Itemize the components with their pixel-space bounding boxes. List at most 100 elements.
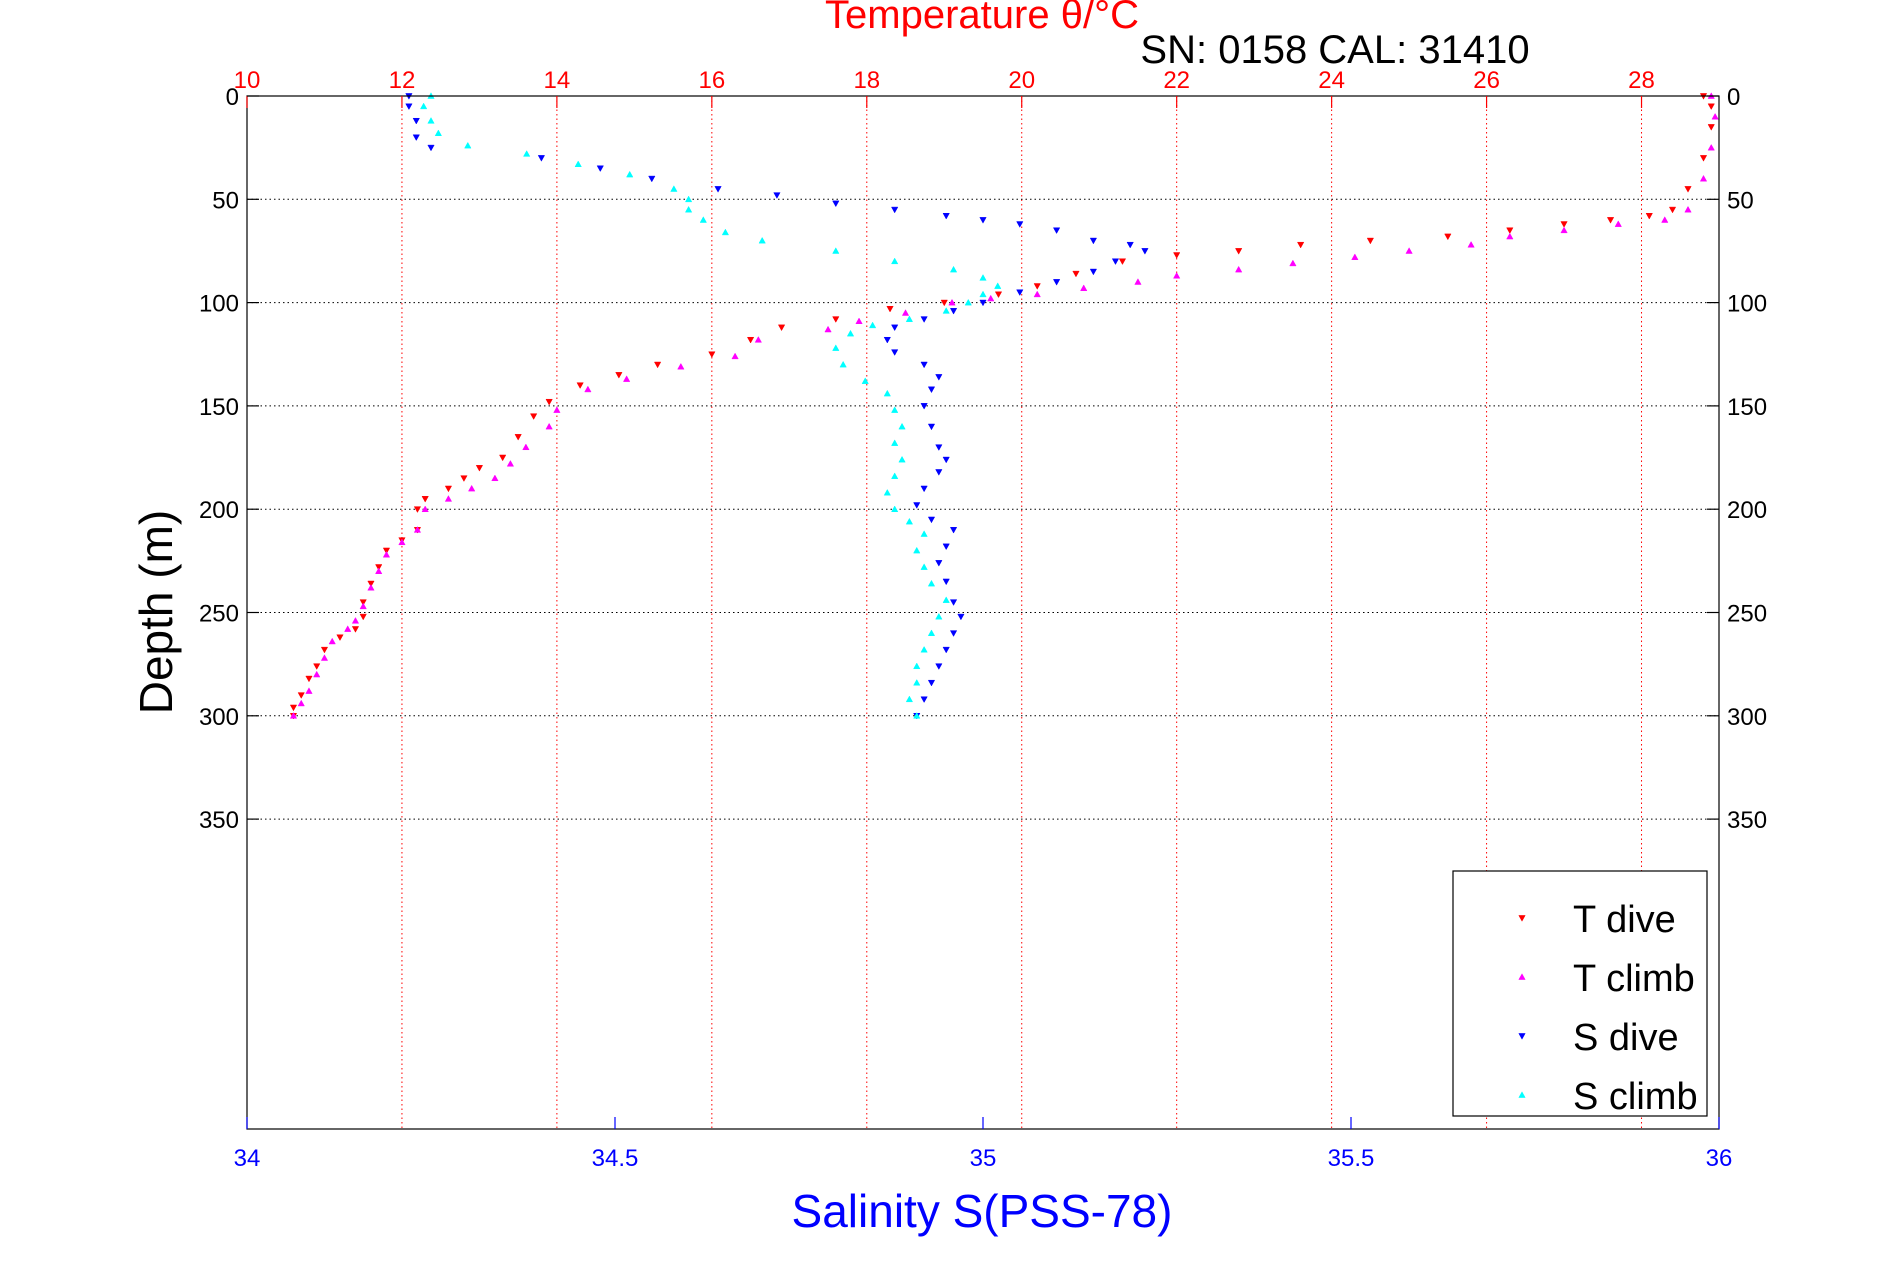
s-climb-point [839,360,847,368]
s-dive-point [935,444,943,451]
top-axis-tick-label: 10 [234,67,261,94]
s-dive-point [773,192,781,199]
t-climb-point [344,625,352,632]
s-dive-point [1089,237,1098,245]
t-climb-point [421,505,429,513]
t-climb-point [413,526,422,533]
t-dive-point [1684,186,1692,193]
s-dive-point [942,543,950,551]
legend-label-t-dive: T dive [1573,899,1676,941]
s-dive-point [927,516,936,524]
t-climb-point [382,550,391,558]
s-climb-point [920,563,928,570]
s-climb-point [898,455,906,463]
t-dive-point [615,372,623,379]
top-axis-tick-label: 24 [1318,67,1345,94]
left-axis-tick-label: 0 [226,84,239,111]
s-dive-point [942,646,950,654]
s-climb-point [684,195,693,203]
legend-label-t-climb: T climb [1573,958,1695,1000]
t-climb-point [1614,220,1622,227]
t-dive-point [413,506,422,513]
t-climb-point [375,567,383,574]
legend-marker-s-dive [1518,1033,1526,1040]
top-axis-tick-label: 20 [1008,67,1035,94]
s-climb-point [942,596,950,603]
top-axis-tick-label: 16 [698,67,725,94]
s-climb-point [913,712,921,719]
bottom-axis-tick-label: 34.5 [592,1145,639,1172]
s-climb-point [964,298,972,306]
left-axis-tick-label: 100 [199,291,239,318]
s-climb-point [979,290,987,298]
t-dive-point [1366,237,1374,245]
s-dive-point [935,560,943,567]
s-climb-point [942,307,950,314]
t-dive-point [359,613,367,621]
t-dive-point [460,475,468,482]
chart-subtitle: SN: 0158 CAL: 31410 [1140,28,1529,72]
t-climb-point [1351,253,1359,260]
s-climb-point [920,645,928,653]
t-dive-point [1707,103,1715,111]
t-dive-point [886,305,894,313]
s-climb-point [949,265,958,273]
s-dive-point [979,299,987,307]
t-climb-point [491,474,499,482]
s-dive-point [1126,241,1134,249]
s-climb-point [913,679,921,686]
t-dive-point [1560,221,1568,228]
t-dive-point [499,454,507,462]
t-dive-point [708,351,716,358]
s-climb-point [913,662,921,670]
t-dive-point [1645,213,1653,220]
s-climb-point [905,517,914,525]
legend-marker-t-dive [1518,915,1526,922]
s-climb-point [523,150,531,157]
s-climb-point [979,274,987,281]
t-dive-point [1606,217,1615,224]
right-axis-tick-label: 100 [1727,291,1767,318]
t-climb-point [444,495,453,502]
s-dive-point [927,386,936,394]
s-dive-point [1016,289,1024,296]
t-climb-point [855,317,863,325]
t-dive-point [1072,270,1080,278]
s-climb-point [891,505,899,513]
right-axis-tick-label: 300 [1727,704,1767,731]
left-axis-tick-label: 150 [199,394,239,421]
t-climb-point [754,336,762,343]
s-dive-point [935,663,943,670]
s-dive-point [412,134,420,142]
t-climb-point [320,654,329,661]
right-axis-tick-label: 150 [1727,394,1767,421]
right-axis-tick-label: 200 [1727,497,1767,524]
s-climb-point [670,185,678,192]
s-dive-point [942,578,950,586]
legend-marker-t-climb [1518,973,1526,980]
s-climb-point [721,228,730,236]
s-dive-point [891,324,899,332]
t-dive-point [746,336,755,344]
s-climb-point [434,129,442,136]
t-dive-point [576,382,584,389]
t-climb-point [328,637,336,645]
t-climb-point [1661,216,1669,223]
t-climb-point [731,352,739,360]
t-dive-point [653,361,662,369]
s-dive-point [949,630,958,637]
series-s-climb [420,92,1002,719]
left-axis-tick-label: 200 [199,497,239,524]
left-axis-tick-label: 50 [212,187,239,214]
s-climb-point [927,579,936,587]
s-climb-point [898,422,906,430]
s-dive-point [920,696,928,703]
s-climb-point [883,389,891,397]
legend-box [1452,870,1708,1117]
t-climb-point [506,460,515,467]
s-dive-point [927,423,936,431]
s-dive-point [891,206,899,214]
s-dive-point [920,485,928,493]
t-dive-point [305,675,313,683]
